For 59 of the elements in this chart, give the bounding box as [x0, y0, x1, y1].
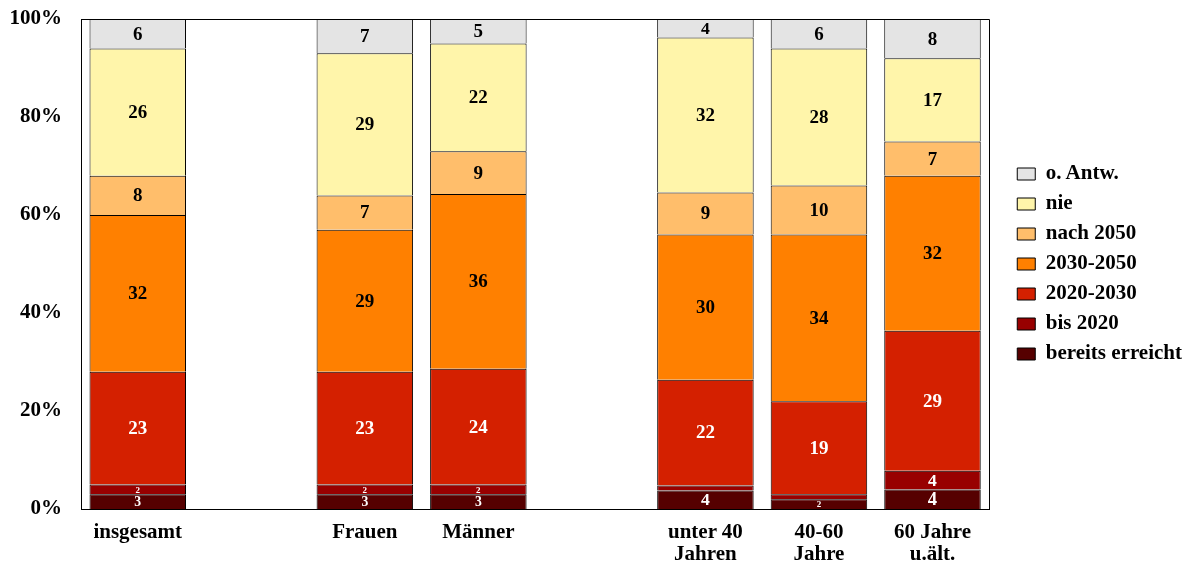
data-label: 29 — [355, 289, 375, 311]
data-label: 7 — [360, 201, 371, 223]
data-label: 22 — [695, 421, 715, 443]
data-label: 2 — [816, 499, 822, 510]
data-label: 19 — [809, 436, 829, 458]
data-label: 17 — [922, 88, 943, 110]
legend-label: 2030-2050 — [1045, 250, 1137, 275]
y-tick-label: 80% — [20, 103, 62, 128]
legend-label: bis 2020 — [1045, 310, 1119, 335]
data-label: 9 — [700, 202, 711, 224]
legend-label: 2020-2030 — [1045, 280, 1137, 305]
data-label: 32 — [922, 242, 942, 264]
x-tick-label: 60 Jahre u.ält. — [893, 519, 972, 565]
data-label: 24 — [468, 415, 489, 437]
data-label: 29 — [355, 113, 375, 135]
data-label: 8 — [927, 27, 938, 49]
data-label: 30 — [695, 296, 715, 318]
data-label: 36 — [468, 270, 488, 292]
data-label: 6 — [133, 22, 143, 44]
x-tick-label: unter 40 Jahren — [667, 519, 743, 565]
y-tick-label: 40% — [20, 299, 62, 324]
data-label: 23 — [355, 417, 375, 439]
data-label: 8 — [133, 184, 143, 206]
data-label: 6 — [814, 22, 824, 44]
x-tick-label: Männer — [442, 519, 515, 544]
data-label: 2 — [476, 484, 482, 495]
legend-label: nie — [1045, 190, 1073, 215]
data-label: 5 — [473, 20, 484, 42]
legend-label: o. Antw. — [1045, 160, 1119, 185]
data-label: 2 — [135, 484, 141, 495]
x-tick-label: insgesamt — [93, 519, 183, 544]
data-label: 22 — [468, 86, 488, 108]
y-tick-label: 60% — [20, 201, 62, 226]
legend-label: nach 2050 — [1045, 220, 1137, 245]
data-label: 26 — [128, 101, 148, 123]
data-label: 2 — [362, 484, 368, 495]
data-label: 32 — [695, 103, 715, 125]
data-label: 3 — [361, 494, 369, 510]
legend-label: bereits erreicht — [1045, 340, 1183, 365]
data-label: 7 — [927, 147, 938, 169]
data-label: 10 — [809, 199, 829, 221]
data-label: 32 — [128, 282, 148, 304]
data-label: 28 — [809, 105, 829, 127]
data-label: 4 — [701, 489, 711, 510]
data-label: 29 — [922, 389, 942, 411]
y-tick-label: 100% — [9, 5, 62, 30]
x-tick-label: 40-60 Jahre — [793, 519, 845, 565]
data-label: 3 — [474, 494, 482, 510]
data-label: 9 — [473, 161, 484, 183]
data-label: 3 — [134, 494, 142, 510]
data-label: 4 — [928, 469, 938, 490]
data-label: 4 — [927, 488, 938, 510]
data-label: 4 — [701, 17, 711, 38]
data-label: 34 — [809, 306, 829, 328]
x-tick-label: Frauen — [332, 519, 398, 544]
y-tick-label: 0% — [30, 495, 62, 520]
y-tick-label: 20% — [20, 397, 62, 422]
data-label: 23 — [128, 417, 148, 439]
data-label: 7 — [360, 25, 371, 47]
